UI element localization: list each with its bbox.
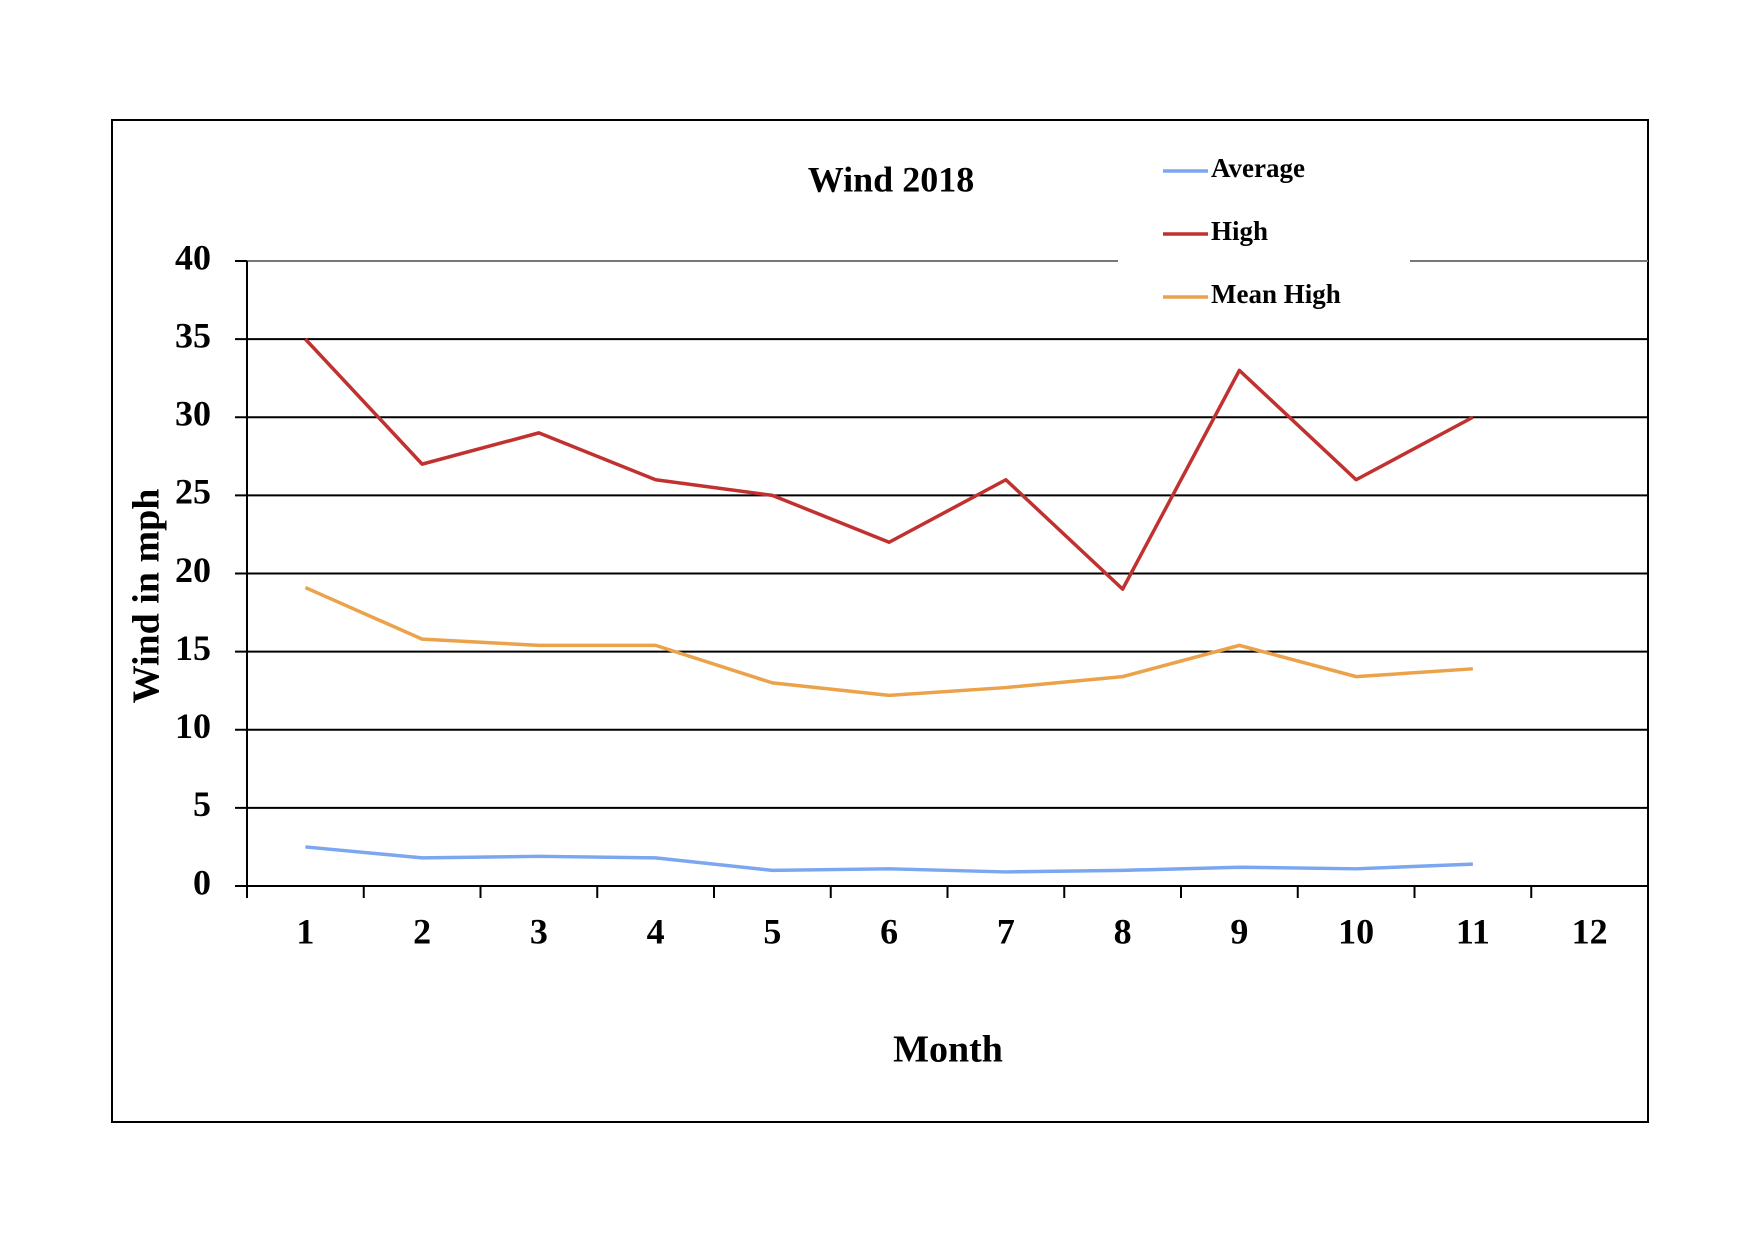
y-tick-label: 5	[193, 784, 211, 824]
legend: Average High Mean High	[1163, 153, 1341, 309]
y-tick-label: 0	[193, 862, 211, 902]
series-line	[304, 337, 1474, 591]
y-tick-label: 35	[175, 315, 211, 355]
x-tick-label: 6	[880, 911, 898, 951]
series-line	[304, 585, 1473, 698]
x-tick-label: 11	[1456, 911, 1490, 951]
y-tick-label: 10	[175, 706, 211, 746]
x-tick-label: 5	[763, 911, 781, 951]
y-tick-label: 25	[175, 472, 211, 512]
x-tick-label: 7	[997, 911, 1015, 951]
legend-label: Average	[1211, 153, 1305, 183]
y-tick-label: 30	[175, 394, 211, 434]
x-tick-label: 2	[413, 911, 431, 951]
legend-label: High	[1211, 216, 1268, 246]
lines	[304, 337, 1474, 874]
y-axis-label: Wind in mph	[126, 489, 168, 704]
x-tick-label: 10	[1338, 911, 1374, 951]
chart-title: Wind 2018	[808, 159, 974, 199]
x-tick-label: 3	[530, 911, 548, 951]
legend-label: Mean High	[1211, 279, 1341, 309]
y-tick-label: 40	[175, 237, 211, 277]
x-tick-label: 1	[296, 911, 314, 951]
series-line	[305, 845, 1473, 874]
x-tick-label: 12	[1572, 911, 1608, 951]
y-tick-label: 20	[175, 550, 211, 590]
x-tick-label: 9	[1230, 911, 1248, 951]
chart-border	[111, 119, 1649, 1123]
x-tick-label: 4	[647, 911, 665, 951]
x-axis-label: Month	[893, 1029, 1003, 1071]
x-tick-label: 8	[1114, 911, 1132, 951]
y-tick-label: 15	[175, 628, 211, 668]
